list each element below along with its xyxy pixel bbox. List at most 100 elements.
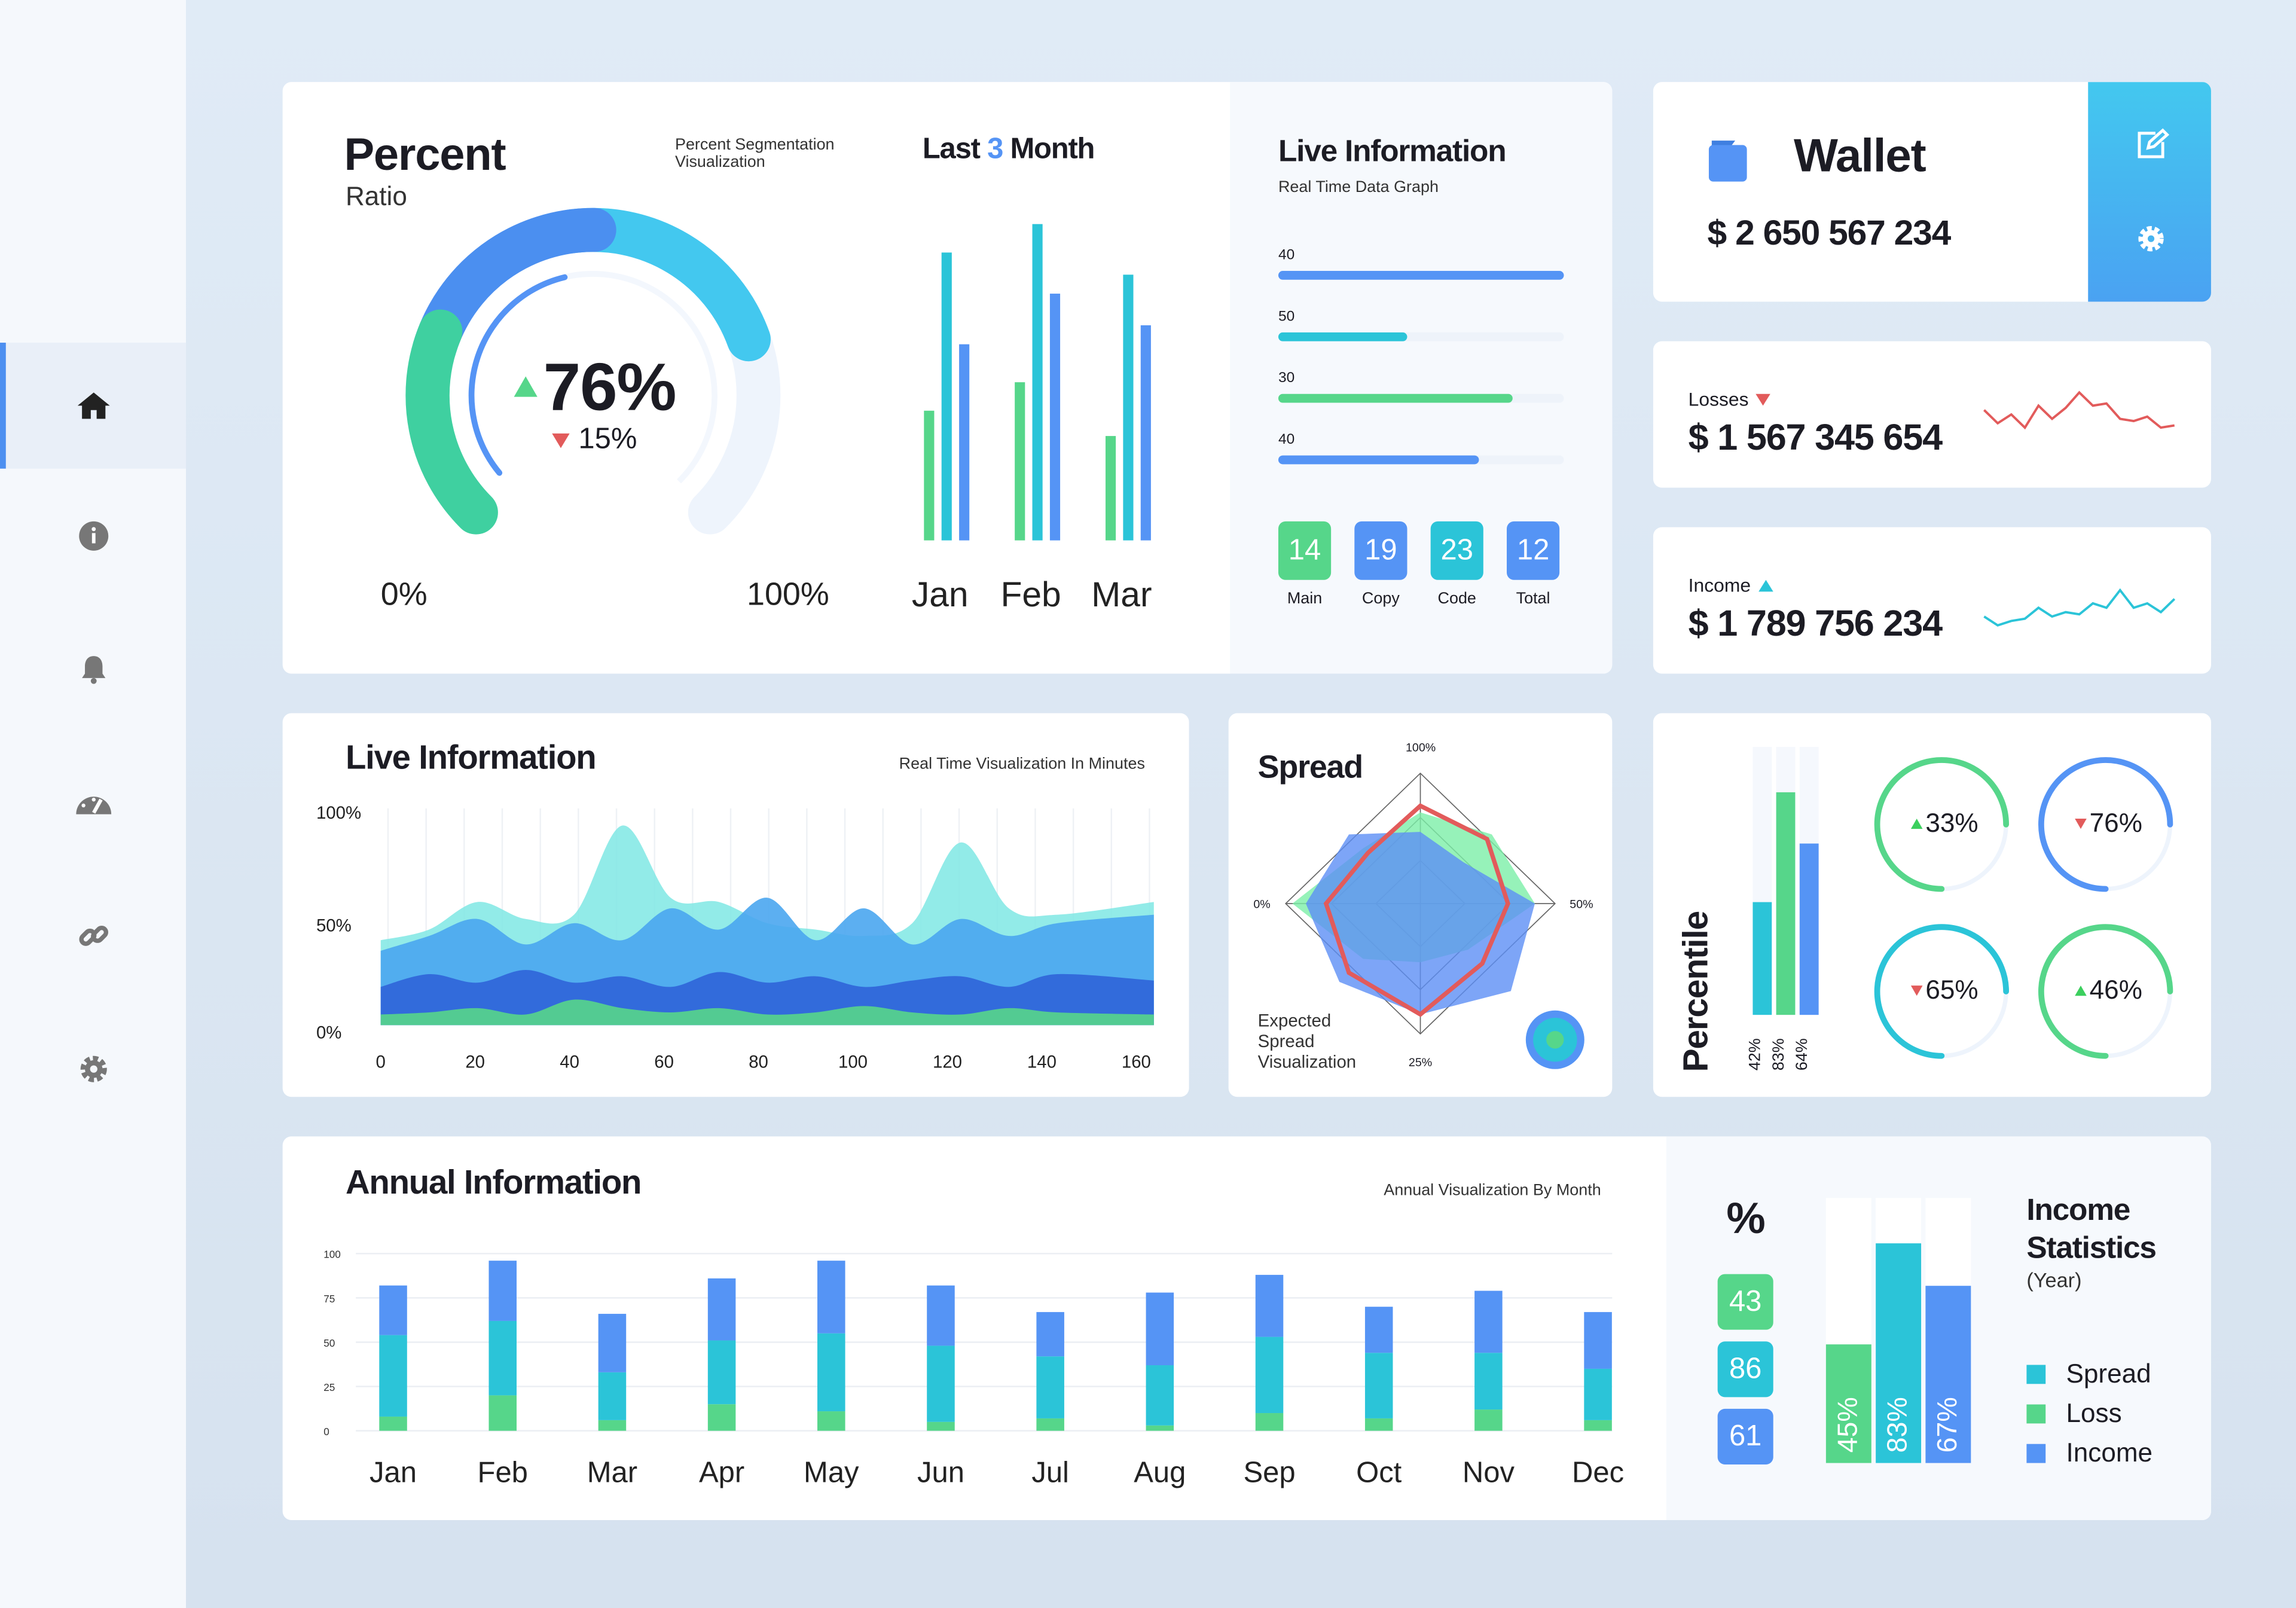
annual-bar-spread bbox=[1146, 1365, 1174, 1426]
annual-bar-loss bbox=[598, 1420, 627, 1431]
month-label: May bbox=[804, 1456, 859, 1488]
annual-bar-spread bbox=[1036, 1356, 1064, 1418]
up-arrow-icon bbox=[514, 376, 538, 397]
live-area-subtitle: Real Time Visualization In Minutes bbox=[899, 755, 1145, 774]
radar-label-bottom: 25% bbox=[1408, 1055, 1433, 1069]
live-bar-track bbox=[1278, 455, 1564, 465]
percentile-card: Percentile 42% 83% 64% 33% 76% 65% 46% bbox=[1653, 713, 2211, 1097]
overview-card: Percent Ratio Percent Segmentation Visual… bbox=[282, 82, 1613, 674]
month-label: Mar bbox=[1091, 575, 1152, 614]
live-top-subtitle: Real Time Data Graph bbox=[1278, 178, 1439, 197]
annual-bar-loss bbox=[707, 1404, 736, 1431]
percent-symbol: % bbox=[1726, 1195, 1765, 1244]
annual-bar-loss bbox=[1146, 1425, 1174, 1431]
bell-icon bbox=[81, 656, 105, 684]
month-label: Sep bbox=[1243, 1456, 1295, 1488]
annual-bar-loss bbox=[379, 1416, 407, 1431]
live-bar-track bbox=[1278, 271, 1564, 280]
x-tick: 80 bbox=[749, 1052, 768, 1072]
down-arrow-icon bbox=[1910, 985, 1923, 996]
radar-label-right: 50% bbox=[1570, 898, 1593, 911]
sidebar-item-notifications[interactable] bbox=[0, 606, 186, 733]
stat-box-total[interactable]: 12 bbox=[1507, 521, 1560, 580]
percentile-bar-label: 64% bbox=[1794, 1038, 1812, 1071]
home-icon bbox=[77, 392, 109, 419]
annual-bar-income bbox=[488, 1261, 517, 1321]
losses-amount: $ 1 567 345 654 bbox=[1688, 417, 1943, 459]
y-tick: 50 bbox=[323, 1337, 335, 1349]
legend-item: Income bbox=[2026, 1438, 2152, 1469]
stat-box-label: Total bbox=[1516, 590, 1550, 608]
y-tick: 50% bbox=[316, 916, 352, 936]
x-tick: 140 bbox=[1027, 1052, 1057, 1072]
bar-feb-2 bbox=[1049, 294, 1061, 541]
percentile-bar-track bbox=[1799, 746, 1819, 1015]
annual-bar-loss bbox=[1036, 1418, 1064, 1431]
sidebar-item-settings[interactable] bbox=[0, 1006, 186, 1132]
down-arrow-icon bbox=[1755, 393, 1771, 405]
income-card: Income $ 1 789 756 234 bbox=[1653, 527, 2211, 674]
y-tick: 100 bbox=[323, 1249, 341, 1261]
legend-swatch bbox=[2026, 1404, 2046, 1424]
live-bar-fill bbox=[1278, 455, 1479, 465]
income-stat-box[interactable]: 86 bbox=[1717, 1341, 1773, 1398]
percentile-ring bbox=[2038, 924, 2173, 1059]
income-stat-bar-label: 83% bbox=[1883, 1397, 1914, 1453]
settings-button[interactable] bbox=[2136, 224, 2166, 254]
live-bar-fill bbox=[1278, 393, 1513, 403]
income-stat-box[interactable]: 61 bbox=[1717, 1408, 1773, 1464]
legend-item: Loss bbox=[2026, 1399, 2122, 1429]
percent-subtitle: Ratio bbox=[345, 181, 407, 211]
live-bar-track bbox=[1278, 332, 1564, 341]
edit-button[interactable] bbox=[2135, 128, 2170, 161]
gear-icon bbox=[80, 1055, 106, 1082]
annual-bar-spread bbox=[1474, 1353, 1503, 1410]
percentile-bar-track bbox=[1752, 746, 1772, 1015]
sidebar-item-dashboard[interactable] bbox=[0, 740, 186, 866]
gauge-icon bbox=[75, 797, 111, 814]
stat-box-code[interactable]: 23 bbox=[1430, 521, 1483, 580]
x-tick: 0 bbox=[376, 1052, 386, 1072]
bar-feb-0 bbox=[1015, 382, 1025, 541]
annual-bar-spread bbox=[927, 1345, 955, 1422]
annual-bar-spread bbox=[1364, 1353, 1393, 1418]
ring-value: 65% bbox=[1925, 975, 1979, 1005]
annual-bar-spread bbox=[1255, 1337, 1284, 1414]
income-stats-title: Income Statistics bbox=[2026, 1193, 2157, 1265]
live-bar-fill bbox=[1278, 332, 1407, 341]
month-label: Feb bbox=[1000, 575, 1061, 614]
bar-jan-2 bbox=[959, 344, 970, 541]
annual-bar-spread bbox=[379, 1335, 407, 1417]
wallet-card: Wallet $ 2 650 567 234 bbox=[1653, 82, 2211, 302]
annual-bar-income bbox=[1474, 1290, 1503, 1353]
income-stat-box[interactable]: 43 bbox=[1717, 1274, 1773, 1330]
x-tick: 160 bbox=[1122, 1052, 1151, 1072]
percentile-bar bbox=[1799, 843, 1819, 1015]
percentile-ring bbox=[2038, 757, 2173, 892]
annual-bar-income bbox=[1255, 1274, 1284, 1337]
legend-item: Spread bbox=[2026, 1359, 2151, 1390]
stat-box-copy[interactable]: 19 bbox=[1354, 521, 1407, 580]
sparkline bbox=[1983, 588, 2176, 627]
live-top-title: Live Information bbox=[1278, 135, 1507, 169]
income-stats-period: (Year) bbox=[2026, 1268, 2082, 1292]
income-stat-bar-track bbox=[1825, 1198, 1871, 1463]
annual-subtitle: Annual Visualization By Month bbox=[1384, 1182, 1601, 1200]
month-label: Jun bbox=[917, 1456, 964, 1488]
sidebar-item-info[interactable] bbox=[0, 473, 186, 599]
live-bar-fill bbox=[1278, 271, 1564, 280]
spread-card: Spread Expected Spread Visualization 100% … bbox=[1228, 713, 1613, 1097]
bar-mar-0 bbox=[1105, 436, 1116, 541]
annual-bar-income bbox=[817, 1261, 845, 1334]
stat-box-main[interactable]: 14 bbox=[1278, 521, 1332, 580]
percent-title: Percent bbox=[344, 129, 506, 181]
income-stat-bar-track bbox=[1925, 1198, 1971, 1463]
x-tick: 40 bbox=[560, 1052, 579, 1072]
live-bar-label: 40 bbox=[1278, 432, 1295, 448]
month-label: Jan bbox=[912, 575, 969, 614]
annual-bar-income bbox=[1146, 1292, 1174, 1366]
sidebar-item-links[interactable] bbox=[0, 873, 186, 999]
month-label: Apr bbox=[699, 1456, 744, 1488]
sidebar-item-home[interactable] bbox=[0, 343, 187, 469]
annual-chart: 100 75 50 25 0 Jan Feb Mar Apr May Jun Jul Aug Sep Oct… bbox=[323, 1249, 1624, 1489]
